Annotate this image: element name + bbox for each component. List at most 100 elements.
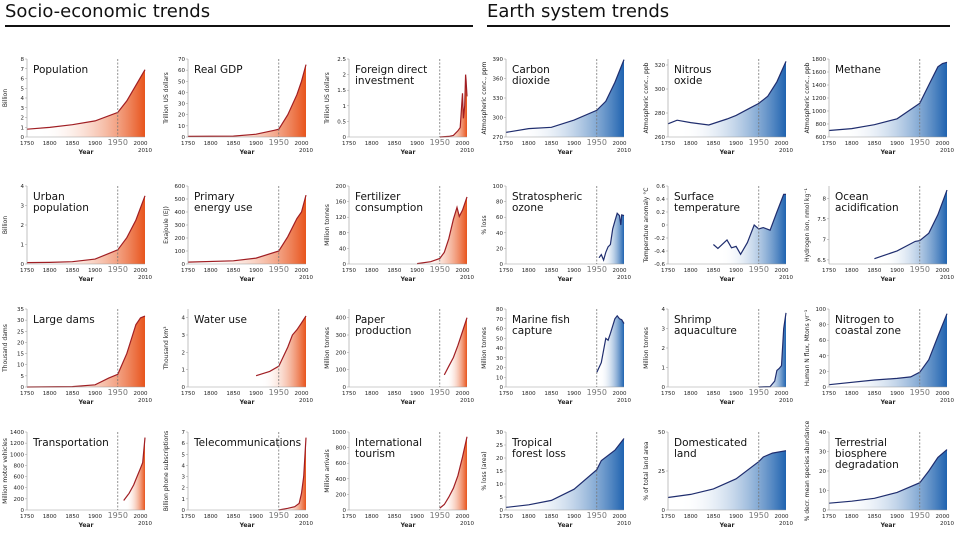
series-line	[874, 189, 948, 260]
chart-title: biosphere	[835, 448, 887, 460]
y-tick-label: 25	[658, 469, 665, 475]
chart-real-gdp: 0 10 20 30 40 50 60 70 1750 1800 1850 1900 1950 20002…	[163, 57, 313, 156]
x-tick-label: 1750	[499, 391, 513, 397]
y-axis-label: Trillion US dollars	[163, 72, 170, 125]
x-end-label: 2010	[779, 398, 793, 404]
y-tick-label: 7	[182, 430, 186, 436]
y-tick-label: 40	[496, 346, 503, 352]
chart-title: population	[33, 202, 89, 214]
series-line	[123, 437, 146, 501]
chart-title: energy use	[194, 202, 253, 214]
x-tick-label: 1800	[684, 514, 698, 520]
x-end-label: 2010	[138, 275, 152, 281]
x-tick-label: 2000	[774, 391, 788, 397]
y-tick-label: 320	[655, 63, 666, 69]
y-tick-label: -0.6	[654, 262, 665, 268]
y-tick-label: 400	[336, 477, 347, 483]
x-tick-label: 1750	[342, 391, 356, 397]
socio-economic-header: Socio-economic trends	[5, 1, 211, 22]
x-tick-label: 1900	[249, 391, 263, 397]
series-line	[439, 436, 468, 509]
series-line	[828, 61, 948, 132]
x-axis-label: Year	[400, 276, 416, 283]
y-tick-label: 280	[655, 111, 666, 117]
x-end-label: 2010	[779, 275, 793, 281]
y-tick-label: 20	[17, 340, 24, 346]
y-tick-label: 7	[21, 67, 25, 73]
y-axis-label: Atmospheric conc., ppb	[643, 62, 650, 133]
y-tick-label: 4	[182, 316, 186, 322]
x-tick-label: 1750	[822, 514, 836, 520]
x-tick-label: 1950	[269, 511, 289, 520]
y-tick-label: 300	[493, 116, 504, 122]
series-area	[713, 194, 786, 264]
x-tick-label: 2000	[612, 268, 626, 274]
chart-nitrous-oxide: 260 280 300 320 1750 1800 1850 1900 1950 20002010…	[643, 59, 793, 156]
y-tick-label: 1.5	[337, 88, 346, 94]
x-axis-label: Year	[400, 399, 416, 406]
series-line	[505, 59, 625, 133]
x-tick-label: 1950	[108, 388, 128, 397]
x-tick-label: 1950	[430, 388, 450, 397]
series-line	[255, 315, 307, 377]
y-axis-label: Hydrogen ion, nmol kg⁻¹	[804, 188, 811, 262]
y-tick-label: 120	[336, 215, 347, 221]
x-tick-label: 1950	[910, 265, 930, 274]
x-tick-label: 1750	[181, 141, 195, 147]
x-tick-label: 1850	[226, 391, 240, 397]
x-tick-label: 2000	[294, 268, 308, 274]
y-tick-label: 2	[343, 73, 347, 79]
y-tick-label: 300	[336, 333, 347, 339]
y-tick-label: 270	[493, 135, 504, 141]
x-tick-label: 1750	[661, 141, 675, 147]
y-tick-label: 0.2	[656, 210, 665, 216]
y-tick-label: 200	[336, 492, 347, 498]
x-tick-label: 2000	[774, 141, 788, 147]
x-tick-label: 2000	[133, 514, 147, 520]
x-tick-label: 1950	[749, 511, 769, 520]
y-tick-label: 6	[182, 441, 186, 447]
x-tick-label: 1800	[845, 391, 859, 397]
x-tick-label: 1900	[410, 391, 424, 397]
y-tick-label: 600	[14, 475, 25, 481]
chart-carbon-dioxide: 270 300 330 360 390 1750 1800 1850 1900 1950 20002…	[481, 57, 631, 156]
y-axis-label: Atmospheric conc., ppb	[804, 62, 811, 133]
y-axis-label: % loss	[481, 215, 488, 234]
x-tick-label: 2000	[612, 141, 626, 147]
x-tick-label: 1950	[587, 511, 607, 520]
earth-header-rule	[487, 25, 950, 27]
x-tick-label: 1800	[204, 268, 218, 274]
series-area	[829, 62, 947, 137]
series-area	[506, 59, 624, 137]
chart-title: temperature	[674, 202, 740, 214]
y-tick-label: 1000	[332, 430, 346, 436]
series-line	[758, 312, 787, 388]
y-tick-label: 1	[343, 104, 347, 110]
y-tick-label: 20	[496, 246, 503, 252]
x-end-label: 2010	[299, 521, 313, 527]
y-tick-label: 3	[21, 106, 25, 112]
x-axis-label: Year	[880, 399, 896, 406]
chart-title: Population	[33, 64, 88, 76]
x-tick-label: 1900	[410, 268, 424, 274]
x-tick-label: 1750	[499, 268, 513, 274]
chart-title: Telecommunications	[193, 437, 301, 449]
x-axis-label: Year	[239, 399, 255, 406]
y-tick-label: -0.4	[654, 249, 665, 255]
y-tick-label: 330	[493, 96, 504, 102]
y-tick-label: 0	[21, 262, 25, 268]
x-axis-label: Year	[78, 276, 94, 283]
x-tick-label: 1900	[890, 268, 904, 274]
x-tick-label: 1850	[867, 141, 881, 147]
series-area	[668, 61, 786, 137]
y-tick-label: 300	[175, 223, 186, 229]
x-tick-label: 1950	[430, 511, 450, 520]
series-area	[256, 315, 306, 387]
x-tick-label: 1850	[65, 141, 79, 147]
x-axis-label: Year	[557, 399, 573, 406]
x-tick-label: 1850	[387, 141, 401, 147]
x-tick-label: 1850	[544, 141, 558, 147]
chart-surface-temperature: -0.6 -0.4 -0.2 0 0.2 0.4 0.6 1750 1800 1850 1900 19…	[643, 184, 793, 283]
socio-header-rule	[5, 25, 473, 27]
